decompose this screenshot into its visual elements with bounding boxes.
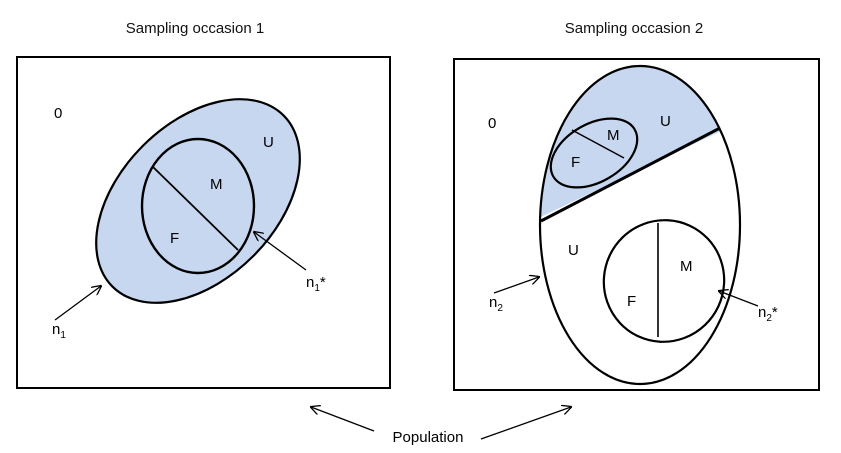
occasion1-n-arrow xyxy=(54,286,101,321)
occasion1-sample-ellipse xyxy=(95,98,301,304)
occasion1-nstar-arrow xyxy=(254,232,307,271)
occasion2-top-female-label: F xyxy=(571,154,580,171)
occasion1-marked-ellipse xyxy=(140,137,256,275)
occasion1-male-label: M xyxy=(210,176,223,193)
occasion2-top-male-label: M xyxy=(607,127,620,144)
occasion2-sample-ellipse xyxy=(538,64,742,386)
occasion2-top-unmarked-label: U xyxy=(660,113,671,130)
occasion2-n-label: n2 xyxy=(489,294,503,314)
occasion1-nstar-label: n1* xyxy=(306,274,326,294)
population-arrow-right xyxy=(480,407,571,440)
occasion2-nstar-label: n2* xyxy=(758,304,778,324)
occasion2-unmarked-region xyxy=(540,66,740,222)
occasion2-zero-label: 0 xyxy=(488,115,496,132)
occasion2-title: Sampling occasion 2 xyxy=(565,20,703,37)
occasion2-top-sex-divider xyxy=(571,129,625,159)
population-label: Population xyxy=(393,429,464,446)
occasion2-nstar-arrow xyxy=(719,291,759,307)
occasion1-female-label: F xyxy=(170,230,179,247)
occasion2-top-marked-ellipse xyxy=(549,117,639,189)
occasion2-bottom-male-label: M xyxy=(680,258,693,275)
occasion2-bottom-female-label: F xyxy=(627,293,636,310)
population-arrow-left xyxy=(311,407,375,432)
occasion1-sex-divider xyxy=(152,166,239,251)
occasion1-n-label: n1 xyxy=(52,321,66,341)
occasion2-bottom-marked-ellipse xyxy=(602,219,726,343)
occasion2-split-line xyxy=(540,126,721,223)
occasion1-unmarked-label: U xyxy=(263,134,274,151)
occasion2-bottom-unmarked-label: U xyxy=(568,242,579,259)
occasion2-n-arrow xyxy=(493,277,539,294)
occasion1-title: Sampling occasion 1 xyxy=(126,20,264,37)
occasion1-zero-label: 0 xyxy=(54,105,62,122)
